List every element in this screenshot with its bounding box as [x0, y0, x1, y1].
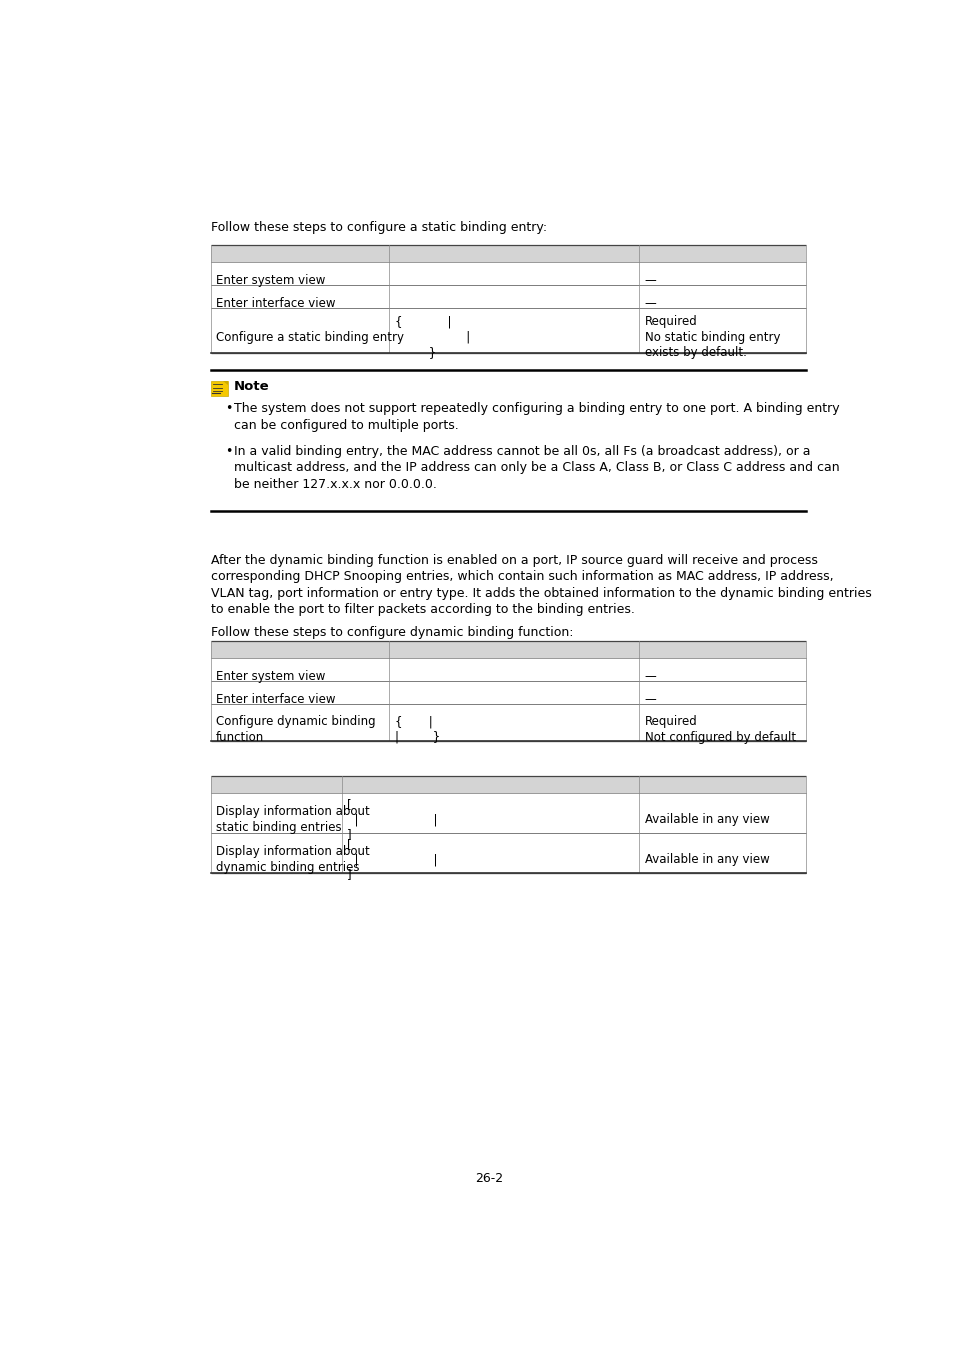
- Text: Enter system view: Enter system view: [216, 274, 325, 286]
- Text: Display information about: Display information about: [216, 806, 370, 818]
- Text: In a valid binding entry, the MAC address cannot be all 0s, all Fs (a broadcast : In a valid binding entry, the MAC addres…: [233, 444, 810, 458]
- Text: dynamic binding entries: dynamic binding entries: [216, 861, 359, 873]
- Text: Note: Note: [233, 379, 270, 393]
- Bar: [211, 285, 805, 308]
- Text: static binding entries: static binding entries: [216, 821, 341, 834]
- Bar: [211, 705, 805, 741]
- Text: —: —: [644, 274, 656, 286]
- Text: be neither 127.x.x.x nor 0.0.0.0.: be neither 127.x.x.x nor 0.0.0.0.: [233, 478, 436, 490]
- Text: multicast address, and the IP address can only be a Class A, Class B, or Class C: multicast address, and the IP address ca…: [233, 462, 839, 474]
- Text: •: •: [224, 402, 232, 416]
- Text: Required: Required: [644, 316, 697, 328]
- Polygon shape: [223, 381, 228, 385]
- Text: Required: Required: [644, 716, 697, 728]
- Text: After the dynamic binding function is enabled on a port, IP source guard will re: After the dynamic binding function is en…: [211, 554, 817, 567]
- Text: |         }: | }: [395, 730, 439, 744]
- Text: —: —: [644, 670, 656, 683]
- Bar: [211, 246, 805, 262]
- Text: |: |: [395, 331, 470, 344]
- Text: |                    |: | |: [347, 853, 437, 867]
- Text: [: [: [347, 798, 352, 810]
- Text: {       |: { |: [395, 716, 432, 728]
- Text: Configure a static binding entry: Configure a static binding entry: [216, 331, 404, 344]
- Bar: [211, 833, 805, 873]
- Bar: [211, 792, 805, 833]
- Text: to enable the port to filter packets according to the binding entries.: to enable the port to filter packets acc…: [211, 603, 634, 616]
- Text: Follow these steps to configure dynamic binding function:: Follow these steps to configure dynamic …: [211, 626, 573, 639]
- Bar: [211, 641, 805, 659]
- Text: exists by default.: exists by default.: [644, 346, 746, 359]
- Text: Enter interface view: Enter interface view: [216, 693, 335, 706]
- Text: Available in any view: Available in any view: [644, 853, 769, 867]
- Text: •: •: [224, 444, 232, 458]
- Text: 26-2: 26-2: [475, 1172, 502, 1185]
- Text: [: [: [347, 837, 352, 850]
- Text: Available in any view: Available in any view: [644, 813, 769, 826]
- Text: Not configured by default: Not configured by default: [644, 730, 795, 744]
- Text: No static binding entry: No static binding entry: [644, 331, 780, 344]
- Text: corresponding DHCP Snooping entries, which contain such information as MAC addre: corresponding DHCP Snooping entries, whi…: [211, 570, 833, 583]
- Text: function: function: [216, 730, 264, 744]
- Text: Enter interface view: Enter interface view: [216, 297, 335, 309]
- Bar: [211, 308, 805, 352]
- Text: The system does not support repeatedly configuring a binding entry to one port. : The system does not support repeatedly c…: [233, 402, 839, 416]
- Text: {            |: { |: [395, 316, 451, 328]
- Text: VLAN tag, port information or entry type. It adds the obtained information to th: VLAN tag, port information or entry type…: [211, 587, 870, 599]
- Text: }: }: [395, 346, 436, 359]
- Text: ]: ]: [347, 829, 352, 841]
- Bar: [211, 776, 805, 792]
- Bar: [211, 659, 805, 682]
- Text: Configure dynamic binding: Configure dynamic binding: [216, 716, 375, 728]
- Bar: [211, 262, 805, 285]
- Text: Display information about: Display information about: [216, 845, 370, 859]
- Text: —: —: [644, 693, 656, 706]
- Text: Enter system view: Enter system view: [216, 670, 325, 683]
- Text: ]: ]: [347, 868, 352, 882]
- Text: can be configured to multiple ports.: can be configured to multiple ports.: [233, 418, 458, 432]
- Text: |                    |: | |: [347, 813, 437, 826]
- Text: —: —: [644, 297, 656, 309]
- Bar: [211, 682, 805, 705]
- Text: Follow these steps to configure a static binding entry:: Follow these steps to configure a static…: [211, 221, 546, 235]
- Bar: [211, 381, 228, 396]
